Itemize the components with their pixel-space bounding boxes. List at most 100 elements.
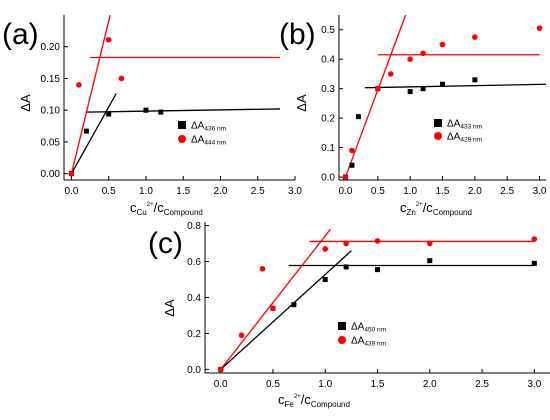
- y-tick-label: 0.4: [187, 293, 201, 304]
- data-point-square: [407, 89, 413, 95]
- y-tick-label: 0.10: [41, 106, 61, 117]
- y-tick-label: 0.05: [41, 137, 61, 148]
- x-label-sup: 2+: [147, 202, 154, 208]
- x-tick-label: 2.0: [468, 186, 482, 197]
- x-tick-label: 0.0: [339, 186, 353, 197]
- x-tick-label: 1.5: [436, 186, 450, 197]
- y-tick-label: 0.1: [321, 143, 335, 154]
- data-point-circle: [217, 366, 224, 373]
- legend-label: ΔA433 nm: [447, 119, 482, 131]
- data-point-circle: [322, 246, 329, 252]
- data-point-circle: [439, 41, 446, 48]
- x-tick-label: 2.0: [423, 379, 437, 390]
- legend-label-base: ΔA: [191, 135, 205, 146]
- data-point-square: [322, 277, 328, 283]
- data-point-square: [531, 260, 537, 266]
- data-point-circle: [76, 82, 82, 88]
- data-point-circle: [342, 174, 349, 180]
- data-point-square: [143, 107, 149, 113]
- legend-marker-square: [338, 322, 346, 330]
- legend-label-base: ΔA: [191, 121, 205, 132]
- data-point-square: [343, 264, 349, 270]
- x-label-tail-sub: Compound: [164, 208, 203, 217]
- data-point-circle: [349, 147, 355, 154]
- data-point-square: [427, 258, 433, 264]
- panel-1: 0.0 0.5 1.0 1.5 2.0 2.5 3.0 0.0 0.1 0.2 0.3 0.4 0.5 Δ…: [279, 14, 547, 217]
- x-label-sub: Zn: [407, 208, 416, 217]
- legend-marker-circle: [434, 132, 442, 140]
- data-point-circle: [270, 305, 276, 312]
- data-point-circle: [536, 25, 543, 32]
- y-tick-label: 0.6: [187, 257, 201, 268]
- y-axis-label: ΔA: [18, 94, 33, 112]
- legend-marker-square: [178, 121, 186, 129]
- legend-label: ΔA429 nm: [447, 132, 482, 144]
- x-tick-label: 0.5: [102, 186, 116, 197]
- legend-label-base: ΔA: [351, 322, 365, 333]
- x-tick-label: 1.0: [139, 186, 153, 197]
- data-point-circle: [343, 240, 349, 247]
- legend-label-sub: 429 nm: [460, 137, 482, 144]
- data-point-square: [355, 114, 361, 120]
- data-point-circle: [472, 34, 478, 40]
- x-label-sub: Fe: [285, 400, 295, 409]
- legend-label-base: ΔA: [447, 119, 461, 130]
- x-axis-label: cCu2+/cCompound: [130, 200, 203, 217]
- data-point-square: [440, 81, 445, 87]
- x-label-base: c: [130, 200, 137, 215]
- data-point-circle: [407, 56, 413, 62]
- legend-label-sub: 439 nm: [364, 341, 386, 348]
- x-tick-label: 2.5: [475, 379, 489, 390]
- x-tick-label: 1.0: [403, 186, 417, 197]
- legend-label: ΔA439 nm: [351, 336, 386, 348]
- fit-line: [364, 83, 547, 89]
- x-tick-label: 0.0: [214, 379, 228, 390]
- y-axis-label: ΔA: [294, 94, 309, 112]
- legend-label: ΔA450 nm: [351, 322, 386, 334]
- legend-label-sub: 450 nm: [364, 327, 386, 334]
- legend-marker-square: [434, 119, 442, 127]
- data-point-square: [291, 302, 297, 308]
- x-tick-label: 0.5: [266, 379, 280, 390]
- y-tick-label: 0.2: [321, 114, 335, 125]
- legend-label-sub: 436 nm: [204, 126, 226, 133]
- y-tick-label: 0.20: [41, 42, 61, 53]
- legend-marker-circle: [338, 336, 346, 344]
- data-point-square: [106, 111, 112, 117]
- y-tick-label: 0.15: [41, 74, 61, 85]
- y-tick-label: 0.0: [187, 365, 201, 376]
- data-point-circle: [105, 36, 112, 43]
- y-tick-label: 0.00: [41, 169, 61, 180]
- data-point-circle: [238, 332, 245, 339]
- fit-line: [70, 14, 111, 174]
- panel-label: (a): [2, 18, 39, 51]
- data-point-square: [375, 267, 380, 273]
- panel-label: (b): [279, 18, 316, 51]
- fit-line: [70, 93, 117, 174]
- data-point-circle: [374, 238, 381, 244]
- x-label-tail: /c: [154, 200, 165, 215]
- fit-line: [86, 108, 281, 113]
- data-point-square: [349, 162, 355, 168]
- x-axis-label: cZn2+/cCompound: [400, 200, 472, 217]
- fit-line: [220, 228, 331, 370]
- y-tick-label: 0.3: [321, 84, 335, 95]
- legend-label: ΔA436 nm: [191, 121, 226, 133]
- y-tick-label: 0.5: [321, 25, 335, 36]
- legend-label-sub: 444 nm: [204, 140, 226, 147]
- data-point-circle: [259, 265, 266, 272]
- x-label-tail-sub: Compound: [433, 208, 472, 217]
- legend-label-base: ΔA: [447, 132, 461, 143]
- x-axis-label: cFe2+/cCompound: [278, 392, 350, 409]
- data-point-circle: [420, 50, 426, 57]
- panel-2: 0.0 0.5 1.0 1.5 2.0 2.5 3.00.00.20.40.60.8ΔA45…: [148, 221, 550, 409]
- data-point-circle: [531, 236, 538, 242]
- y-axis-label: ΔA: [162, 299, 177, 317]
- data-point-circle: [375, 85, 381, 92]
- x-tick-label: 3.0: [533, 186, 547, 197]
- x-tick-label: 1.0: [318, 379, 332, 390]
- x-label-tail: /c: [423, 200, 434, 215]
- data-point-circle: [426, 240, 433, 247]
